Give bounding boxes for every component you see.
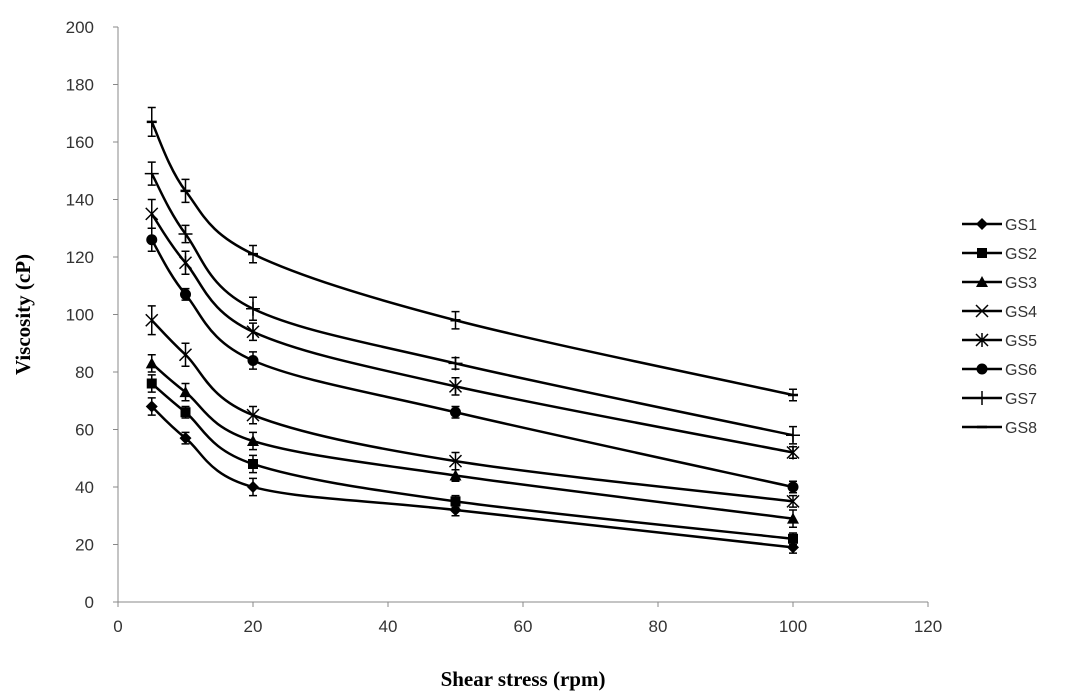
series-gs5 [145, 198, 800, 460]
data-point-gs7 [448, 356, 463, 371]
legend-label-gs1: GS1 [1005, 217, 1037, 234]
x-axis-title: Shear stress (rpm) [441, 667, 606, 691]
x-tick-label: 20 [244, 617, 263, 636]
legend-label-gs2: GS2 [1005, 246, 1037, 263]
data-point-gs4 [178, 348, 193, 362]
series-line-gs8 [150, 121, 794, 397]
x-tick-label: 0 [113, 617, 122, 636]
legend-label-gs8: GS8 [1005, 420, 1037, 437]
legend-item-gs4: GS4 [962, 304, 1037, 321]
series-line-gs3 [150, 362, 794, 520]
legend-label-gs5: GS5 [1005, 333, 1037, 350]
y-tick-label: 180 [66, 76, 94, 95]
data-point-gs5 [178, 255, 193, 270]
data-point-gs1 [145, 400, 158, 413]
y-tick-labels: 0 20 40 60 80 100 120 140 160 180 200 [66, 18, 118, 612]
legend-item-gs5: GS5 [962, 333, 1037, 350]
legend-label-gs6: GS6 [1005, 362, 1037, 379]
legend-item-gs1: GS1 [962, 217, 1037, 234]
legend-item-gs8: GS8 [962, 420, 1037, 437]
data-point-gs7 [246, 301, 260, 316]
data-point-gs6 [180, 288, 191, 300]
legend-marker-gs6 [976, 363, 988, 375]
x-tick-label: 120 [914, 617, 942, 636]
legend-marker-gs1 [976, 218, 988, 230]
chart-axes [117, 27, 928, 603]
y-tick-label: 40 [75, 478, 94, 497]
data-point-gs5 [448, 379, 463, 394]
series-gs4 [145, 305, 800, 508]
legend-item-gs2: GS2 [962, 246, 1037, 263]
series-layer [144, 106, 800, 554]
x-tick-label: 80 [649, 617, 668, 636]
legend-marker-gs5 [975, 333, 989, 347]
series-gs3 [145, 354, 799, 528]
legend-label-gs7: GS7 [1005, 391, 1037, 408]
data-point-gs3 [787, 512, 799, 524]
data-point-gs2 [450, 496, 461, 507]
data-point-gs6 [787, 481, 799, 493]
data-point-gs3 [247, 435, 259, 446]
data-point-gs7 [178, 227, 193, 241]
legend-marker-gs3 [976, 276, 988, 287]
data-point-gs3 [145, 357, 158, 369]
data-point-gs6 [146, 234, 158, 246]
x-tick-label: 40 [379, 617, 398, 636]
y-tick-label: 200 [66, 18, 94, 37]
data-point-gs2 [180, 407, 191, 418]
series-line-gs2 [150, 382, 794, 540]
data-point-gs7 [144, 166, 159, 181]
legend-marker-gs2 [977, 248, 987, 258]
series-gs7 [144, 161, 800, 445]
y-tick-label: 100 [66, 306, 94, 325]
series-gs6 [146, 227, 799, 494]
data-point-gs3 [449, 469, 462, 481]
data-point-gs4 [246, 408, 260, 422]
chart-legend: GS1 GS2 GS3 GS4 GS5 GS6 GS7 GS8 [962, 217, 1037, 437]
y-axis-title: Viscosity (cP) [11, 254, 35, 375]
series-gs8 [146, 106, 798, 402]
y-tick-label: 160 [66, 133, 94, 152]
y-tick-label: 0 [85, 593, 94, 612]
data-point-gs2 [146, 378, 157, 389]
data-point-gs4 [786, 494, 800, 508]
data-point-gs2 [788, 533, 798, 544]
data-point-gs4 [448, 454, 463, 468]
legend-item-gs7: GS7 [962, 391, 1037, 408]
x-tick-labels: 0 20 40 60 80 100 120 [113, 602, 942, 636]
x-tick-label: 60 [514, 617, 533, 636]
y-tick-label: 20 [75, 536, 94, 555]
legend-label-gs4: GS4 [1005, 304, 1037, 321]
legend-label-gs3: GS3 [1005, 275, 1037, 292]
y-tick-label: 140 [66, 191, 94, 210]
data-point-gs1 [179, 432, 192, 445]
series-line-gs6 [150, 239, 794, 489]
legend-marker-gs4 [975, 304, 989, 318]
data-point-gs3 [179, 386, 192, 398]
legend-item-gs6: GS6 [962, 362, 1037, 379]
y-tick-label: 120 [66, 248, 94, 267]
y-tick-label: 60 [75, 421, 94, 440]
data-point-gs6 [247, 355, 259, 366]
legend-item-gs3: GS3 [962, 275, 1037, 292]
x-tick-label: 100 [779, 617, 807, 636]
data-point-gs2 [248, 459, 258, 469]
data-point-gs5 [786, 445, 800, 460]
data-point-gs1 [247, 481, 259, 493]
series-line-gs7 [150, 173, 794, 437]
series-gs2 [146, 374, 798, 546]
y-tick-label: 80 [75, 363, 94, 382]
legend-marker-gs7 [975, 391, 989, 405]
data-point-gs7 [786, 428, 800, 443]
data-point-gs5 [246, 324, 260, 339]
data-point-gs5 [145, 206, 159, 221]
data-point-gs6 [450, 406, 461, 418]
data-point-gs4 [145, 313, 159, 327]
